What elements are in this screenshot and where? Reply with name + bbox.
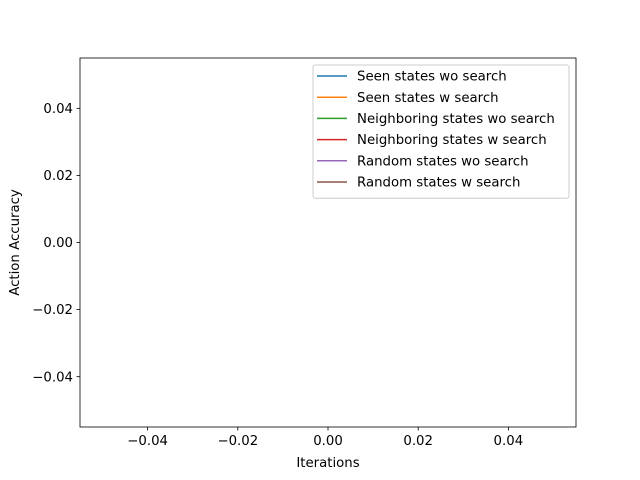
y-tick-label: 0.04 [43,102,73,117]
legend-entry: Random states w search [357,176,520,191]
legend-entry: Random states wo search [357,154,529,169]
legend-entry: Neighboring states wo search [357,112,555,127]
x-tick-label: −0.02 [217,434,258,449]
legend-entry: Neighboring states w search [357,133,547,148]
legend-entry: Seen states w search [357,91,499,106]
y-axis-ticks: −0.04 −0.02 0.00 0.02 0.04 [32,102,80,385]
legend: Seen states wo search Seen states w searc… [312,64,570,199]
x-tick-label: 0.04 [494,434,524,449]
y-tick-label: −0.02 [32,303,73,318]
legend-box [312,64,570,199]
legend-entry: Seen states wo search [357,70,507,85]
y-axis-label: Action Accuracy [8,189,23,296]
x-axis-ticks: −0.04 −0.02 0.00 0.02 0.04 [127,427,523,449]
x-tick-label: −0.04 [127,434,168,449]
y-tick-label: −0.04 [32,370,73,385]
x-tick-label: 0.00 [313,434,343,449]
y-tick-label: 0.00 [43,236,73,251]
y-tick-label: 0.02 [43,169,73,184]
x-tick-label: 0.02 [403,434,433,449]
x-axis-label: Iterations [296,456,359,471]
